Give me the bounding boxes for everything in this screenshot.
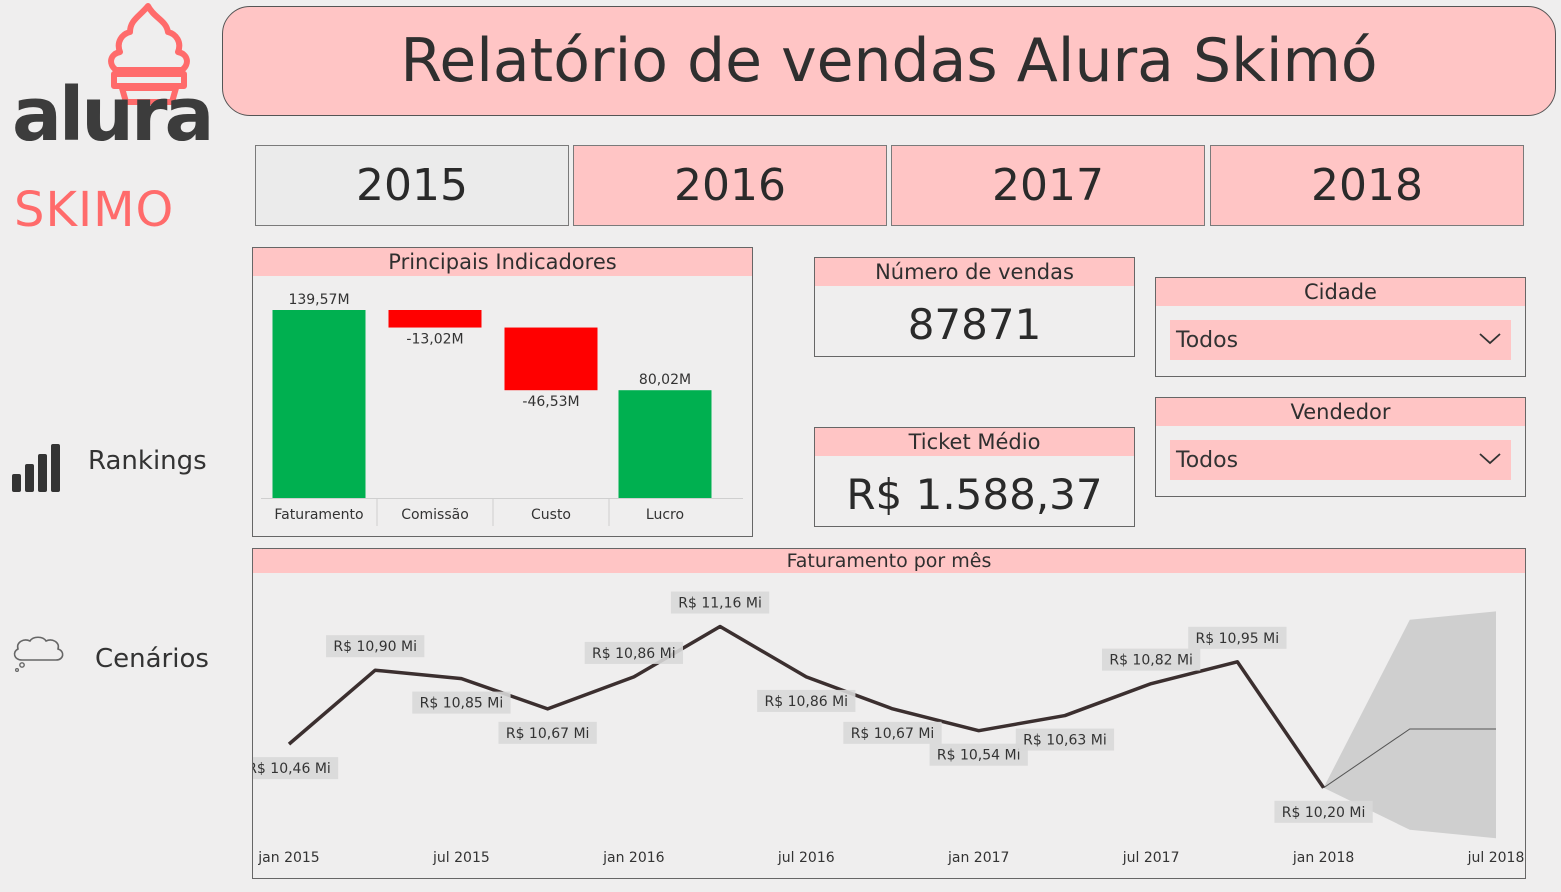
point-label-box xyxy=(670,591,770,614)
year-label: 2018 xyxy=(1311,160,1423,211)
point-data-label: R$ 10,90 Mi xyxy=(333,639,417,655)
ticket-value: R$ 1.588,37 xyxy=(846,470,1103,519)
point-label-box xyxy=(498,721,597,744)
logo-wordmark: alura xyxy=(12,72,214,158)
point-data-label: R$ 10,63 Mi xyxy=(1023,733,1107,749)
waterfall-category-label: Faturamento xyxy=(274,507,363,523)
point-data-label: R$ 10,67 Mi xyxy=(506,726,590,742)
city-dropdown-value: Todos xyxy=(1176,328,1239,353)
point-label-box xyxy=(1274,800,1373,823)
x-tick-label: jul 2018 xyxy=(1467,850,1524,866)
waterfall-chart: 139,57M Faturamento -13,02M Comissão -46,53M… xyxy=(261,292,743,526)
monthly-revenue-panel: Faturamento por mês R$ 10,46 Mi R$ 10,90 … xyxy=(252,548,1526,879)
sales-count-value: 87871 xyxy=(907,300,1042,349)
waterfall-bar-comissão xyxy=(388,310,482,328)
point-label-box xyxy=(929,743,1028,766)
point-label-box xyxy=(253,757,339,780)
indicators-panel: Principais Indicadores 139,57M Faturament… xyxy=(252,247,753,537)
nav-cenarios[interactable]: Cenários xyxy=(10,632,210,682)
point-label-box xyxy=(843,721,942,744)
waterfall-bar-faturamento xyxy=(272,310,366,498)
forecast-band xyxy=(1323,611,1496,839)
x-tick-label: jan 2018 xyxy=(1292,850,1354,866)
revenue-line xyxy=(287,624,1326,789)
alura-skimo-logo-icon xyxy=(108,3,190,105)
seller-filter: Vendedor Todos xyxy=(1155,397,1526,497)
seller-dropdown[interactable]: Todos xyxy=(1170,440,1511,480)
ticket-card: Ticket Médio R$ 1.588,37 xyxy=(814,427,1135,527)
nav-cenarios-label: Cenários xyxy=(95,644,209,674)
waterfall-category-label: Comissão xyxy=(401,507,469,523)
x-tick-label: jan 2015 xyxy=(257,850,319,866)
city-filter-title: Cidade xyxy=(1156,278,1525,306)
sales-count-card: Número de vendas 87871 xyxy=(814,257,1135,357)
year-label: 2015 xyxy=(356,160,468,211)
nav-rankings-label: Rankings xyxy=(88,446,207,476)
point-data-label: R$ 11,16 Mi xyxy=(678,596,762,612)
bar-chart-icon xyxy=(12,444,60,492)
year-button-2016[interactable]: 2016 xyxy=(573,145,887,226)
waterfall-category-label: Lucro xyxy=(646,507,684,523)
x-tick-label: jan 2017 xyxy=(947,850,1009,866)
forecast-line xyxy=(1323,728,1496,789)
point-label-box xyxy=(1188,626,1287,649)
seller-dropdown-value: Todos xyxy=(1176,448,1239,473)
city-dropdown[interactable]: Todos xyxy=(1170,320,1511,360)
title-banner: Relatório de vendas Alura Skimó xyxy=(222,6,1556,116)
city-filter: Cidade Todos xyxy=(1155,277,1526,377)
year-button-2018[interactable]: 2018 xyxy=(1210,145,1524,226)
point-label-box xyxy=(326,635,425,658)
point-label-box xyxy=(412,691,511,714)
year-label: 2016 xyxy=(674,160,786,211)
point-label-box xyxy=(1015,728,1115,751)
waterfall-bar-custo xyxy=(504,327,598,391)
chevron-down-icon xyxy=(1479,453,1501,465)
sales-count-title: Número de vendas xyxy=(815,258,1134,286)
point-data-label: R$ 10,95 Mi xyxy=(1196,631,1280,647)
waterfall-data-label: -46,53M xyxy=(522,394,579,410)
point-data-label: R$ 10,86 Mi xyxy=(764,694,848,710)
logo-subbrand: SKIMO xyxy=(14,182,175,238)
chevron-down-icon xyxy=(1479,333,1501,345)
point-data-label: R$ 10,85 Mi xyxy=(420,696,504,712)
point-data-label: R$ 10,82 Mi xyxy=(1109,653,1193,669)
waterfall-data-label: 80,02M xyxy=(639,372,691,388)
point-data-label: R$ 10,54 Mi xyxy=(937,748,1021,764)
waterfall-category-label: Custo xyxy=(531,507,571,523)
year-label: 2017 xyxy=(992,160,1104,211)
x-tick-label: jul 2016 xyxy=(777,850,835,866)
point-data-label: R$ 10,67 Mi xyxy=(851,726,935,742)
year-button-2015[interactable]: 2015 xyxy=(255,145,569,226)
point-data-label: R$ 10,86 Mi xyxy=(592,646,676,662)
x-tick-label: jul 2017 xyxy=(1122,850,1180,866)
monthly-revenue-title: Faturamento por mês xyxy=(253,549,1525,573)
waterfall-data-label: -13,02M xyxy=(406,332,463,348)
point-label-box xyxy=(584,641,684,664)
thought-cloud-icon xyxy=(13,636,64,672)
point-data-label: R$ 10,46 Mi xyxy=(253,761,331,777)
point-label-box xyxy=(757,689,856,712)
indicators-title: Principais Indicadores xyxy=(253,248,752,276)
page-title: Relatório de vendas Alura Skimó xyxy=(400,26,1378,96)
waterfall-bar-lucro xyxy=(618,390,712,498)
year-button-2017[interactable]: 2017 xyxy=(891,145,1205,226)
monthly-revenue-chart: R$ 10,46 MiR$ 10,90 MiR$ 10,85 MiR$ 10,6… xyxy=(253,591,1524,866)
point-label-box xyxy=(1101,648,1201,671)
x-tick-label: jul 2015 xyxy=(432,850,490,866)
waterfall-data-label: 139,57M xyxy=(288,292,349,308)
point-data-label: R$ 10,20 Mi xyxy=(1282,805,1366,821)
seller-filter-title: Vendedor xyxy=(1156,398,1525,426)
x-tick-label: jan 2016 xyxy=(602,850,665,866)
nav-rankings[interactable]: Rankings xyxy=(10,438,210,498)
ticket-title: Ticket Médio xyxy=(815,428,1134,456)
